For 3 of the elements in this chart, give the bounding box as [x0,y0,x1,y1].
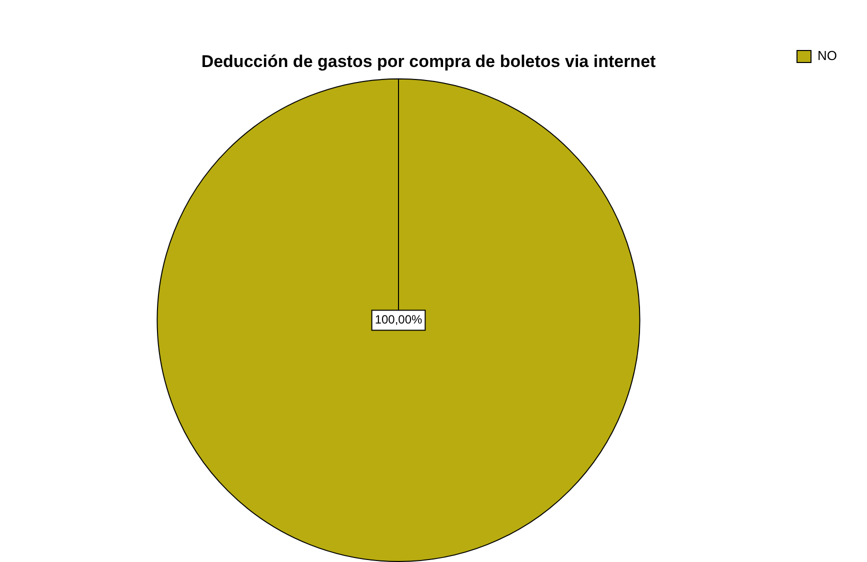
data-label: 100,00% [374,312,423,327]
legend-label: NO [818,48,837,64]
chart-title: Deducción de gastos por compra de boletos via internet [201,52,656,71]
